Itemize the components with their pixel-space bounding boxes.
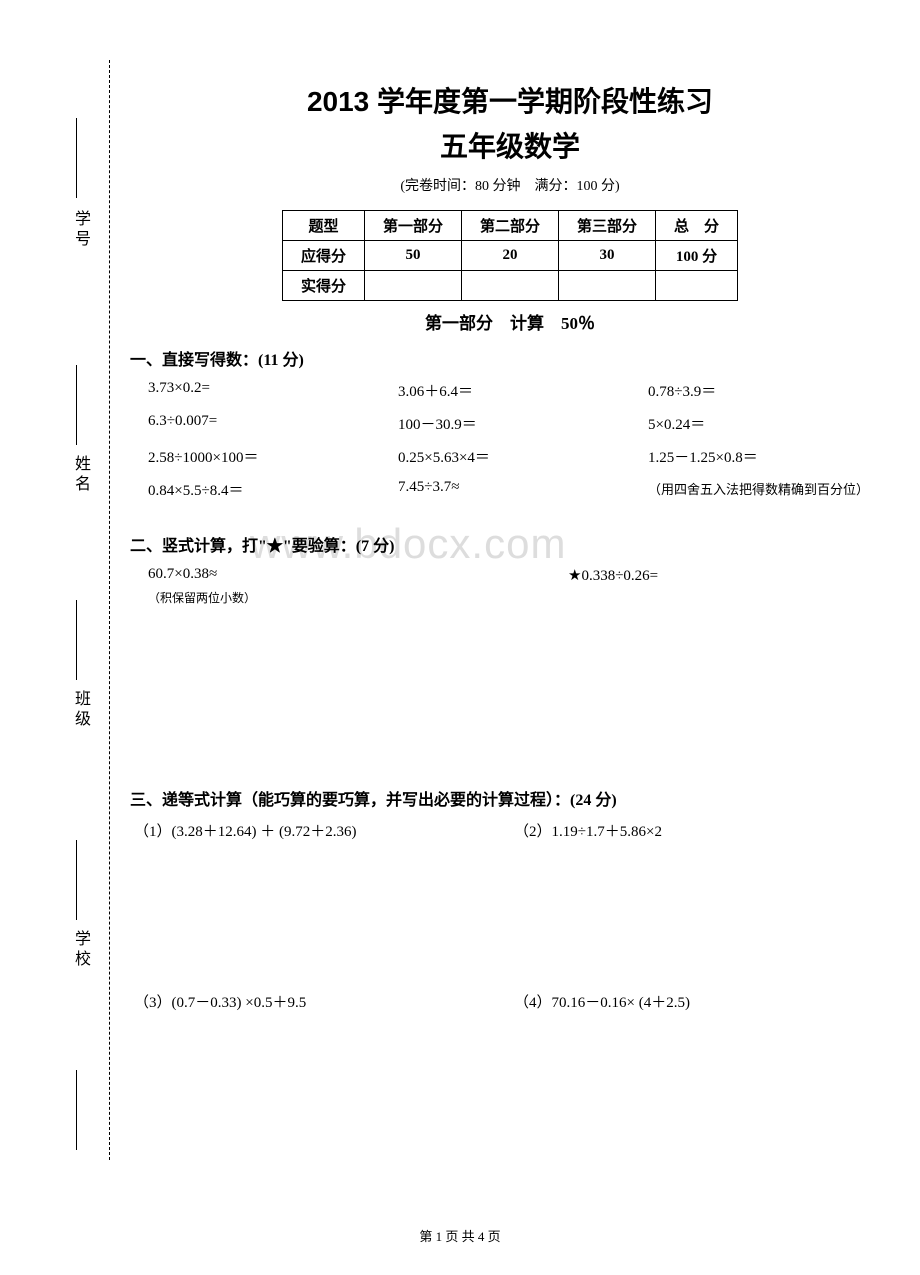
binding-sidebar: 学号 姓名 班级 学校 (50, 60, 110, 1160)
problem-note: （用四舍五入法把得数精确到百分位） (648, 479, 890, 500)
cell (559, 271, 656, 301)
page-footer: 第 1 页 共 4 页 (0, 1226, 920, 1245)
section3-header: 三、递等式计算（能巧算的要巧算，并写出必要的计算过程）：(24 分) (130, 786, 890, 810)
problem: 0.78÷3.9＝ (648, 380, 890, 401)
section1-header: 一、直接写得数：(11 分) (130, 346, 890, 370)
problem-row: 6.3÷0.007= 100－30.9＝ 5×0.24＝ (130, 413, 890, 434)
page-content: 2013 学年度第一学期阶段性练习 五年级数学 (完卷时间：80 分钟 满分：1… (130, 80, 890, 1022)
problem: （2）1.19÷1.7＋5.86×2 (514, 820, 890, 841)
problem: 60.7×0.38≈ (148, 566, 568, 585)
problem: 3.73×0.2= (148, 380, 398, 401)
exam-info: (完卷时间：80 分钟 满分：100 分) (130, 175, 890, 195)
problem: 6.3÷0.007= (148, 413, 398, 434)
exam-subtitle: 五年级数学 (130, 125, 890, 165)
cell (364, 271, 461, 301)
table-row-max: 应得分 50 20 30 100 分 (282, 241, 737, 271)
problem: 2.58÷1000×100＝ (148, 446, 398, 467)
problem: 0.84×5.5÷8.4＝ (148, 479, 398, 500)
cell: 20 (461, 241, 558, 271)
cell: 50 (364, 241, 461, 271)
problem: 7.45÷3.7≈ (398, 479, 648, 500)
th-total: 总 分 (656, 211, 738, 241)
problem-row: 60.7×0.38≈ ★0.338÷0.26= (130, 566, 890, 585)
cell: 30 (559, 241, 656, 271)
problem-row: 0.84×5.5÷8.4＝ 7.45÷3.7≈ （用四舍五入法把得数精确到百分位… (130, 479, 890, 500)
cell: 100 分 (656, 241, 738, 271)
problem: ★0.338÷0.26= (568, 566, 890, 585)
cell (656, 271, 738, 301)
problem: （4）70.16－0.16× (4＋2.5) (514, 991, 890, 1012)
problem-row: （3）(0.7－0.33) ×0.5＋9.5 （4）70.16－0.16× (4… (130, 991, 890, 1012)
fill-line (76, 600, 77, 680)
cell (461, 271, 558, 301)
exam-title: 2013 学年度第一学期阶段性练习 (130, 80, 890, 120)
th-part2: 第二部分 (461, 211, 558, 241)
sidebar-label-school: 学校 (68, 930, 92, 970)
part1-title: 第一部分 计算 50％ (130, 309, 890, 334)
row-label: 实得分 (282, 271, 364, 301)
section2-note: （积保留两位小数） (130, 589, 890, 606)
problem: 3.06＋6.4＝ (398, 380, 648, 401)
problem: 5×0.24＝ (648, 413, 890, 434)
section2-header: 二、竖式计算，打"★"要验算：(7 分) (130, 532, 890, 556)
problem-row: 2.58÷1000×100＝ 0.25×5.63×4＝ 1.25－1.25×0.… (130, 446, 890, 467)
fill-line (76, 1070, 77, 1150)
th-type: 题型 (282, 211, 364, 241)
problem: （3）(0.7－0.33) ×0.5＋9.5 (134, 991, 514, 1012)
th-part1: 第一部分 (364, 211, 461, 241)
problem: 1.25－1.25×0.8＝ (648, 446, 890, 467)
row-label: 应得分 (282, 241, 364, 271)
sidebar-label-name: 姓名 (68, 455, 92, 495)
problem: （1）(3.28＋12.64) ＋ (9.72＋2.36) (134, 820, 514, 841)
score-table: 题型 第一部分 第二部分 第三部分 总 分 应得分 50 20 30 100 分… (282, 210, 738, 301)
sidebar-label-student-id: 学号 (68, 210, 92, 250)
fill-line (76, 118, 77, 198)
th-part3: 第三部分 (559, 211, 656, 241)
table-header-row: 题型 第一部分 第二部分 第三部分 总 分 (282, 211, 737, 241)
table-row-actual: 实得分 (282, 271, 737, 301)
fill-line (76, 365, 77, 445)
problem: 0.25×5.63×4＝ (398, 446, 648, 467)
fill-line (76, 840, 77, 920)
problem-row: （1）(3.28＋12.64) ＋ (9.72＋2.36) （2）1.19÷1.… (130, 820, 890, 841)
sidebar-label-class: 班级 (68, 690, 92, 730)
problem: 100－30.9＝ (398, 413, 648, 434)
problem-row: 3.73×0.2= 3.06＋6.4＝ 0.78÷3.9＝ (130, 380, 890, 401)
